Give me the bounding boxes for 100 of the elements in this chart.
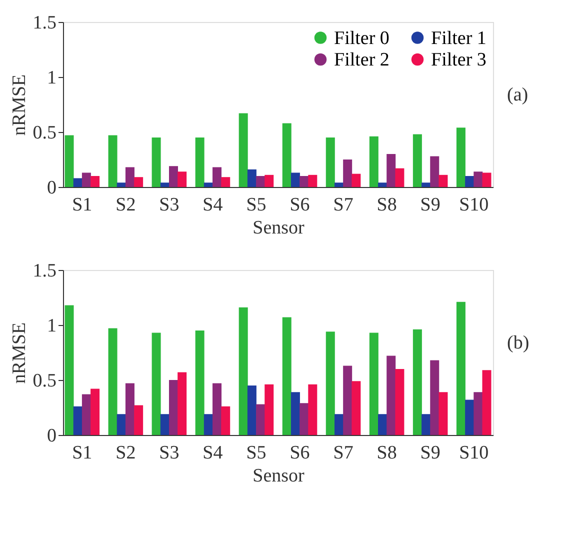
bar [438,174,448,187]
bar [352,174,361,187]
bar [152,332,161,435]
bar [256,176,266,187]
bar [430,156,440,187]
bar [125,167,134,187]
x-tick-label: S4 [202,194,224,216]
bar [326,332,335,435]
bar [456,128,466,187]
x-tick-label: S4 [202,442,224,464]
bar [108,328,118,435]
bar [195,138,204,187]
x-axis-title: Sensor [252,466,306,486]
bar [195,330,204,435]
bar [334,182,344,187]
text: (a) [507,84,528,106]
bar [412,329,422,435]
bar [134,405,144,435]
bar [212,383,222,435]
bar [412,134,422,187]
bar [482,370,492,435]
bar [378,182,388,187]
x-tick-label: S8 [376,442,397,464]
bar [326,138,335,187]
bar [168,380,178,435]
bar [204,182,213,187]
bar [343,366,352,435]
x-tick-label: S6 [290,194,310,216]
bar [212,167,222,187]
x-tick-label: S3 [159,442,180,464]
y-tick-label: 0 [47,178,56,198]
bar [90,176,100,187]
bar [422,182,431,187]
bar [238,113,248,187]
bar [456,302,466,435]
bar [238,307,248,435]
y-axis-title: nRMSE [8,74,30,136]
bar [386,356,396,435]
bar [264,174,274,187]
bar [465,176,474,187]
x-tick-label: S9 [420,194,440,216]
bar [221,177,230,187]
bar [221,406,230,435]
bar [343,160,352,187]
x-tick-label: S5 [246,442,266,464]
text: (b) [507,332,530,354]
bar [308,384,318,435]
bar [64,135,74,187]
bar [474,392,483,435]
y-tick-label: 1 [47,316,56,336]
x-axis-title: Sensor [252,218,306,238]
bar [178,172,187,187]
bar [290,172,300,187]
bar [204,414,213,435]
x-tick-label: S9 [420,442,440,464]
bar [247,169,256,187]
bar [134,177,144,187]
bar [465,400,474,435]
x-tick-label: S10 [459,442,489,464]
bar [308,174,318,187]
bar [108,135,118,187]
bar [474,172,483,187]
y-tick-label: 0 [47,426,56,446]
bar [300,176,309,187]
x-tick-label: S10 [459,194,489,216]
y-tick-label: 1 [47,68,56,88]
bar [369,332,378,435]
legend-label: Filter 3 [431,50,486,70]
x-tick-label: S2 [116,194,136,216]
bar [116,182,126,187]
bar [256,404,266,435]
x-tick-label: S1 [72,442,92,464]
legend-label: Filter 0 [334,28,390,49]
legend-label: Filter 2 [334,50,390,70]
bar [90,388,100,435]
bar [430,360,440,435]
bar [352,381,361,435]
bar [386,154,396,187]
x-tick-label: S8 [376,194,397,216]
x-tick-label: S5 [246,194,266,216]
bar [168,166,178,187]
y-tick-label: 0.5 [32,370,56,392]
y-tick-label: 1.5 [32,260,56,282]
bar [152,138,161,187]
bar [82,172,91,187]
x-tick-label: S2 [116,442,136,464]
bar [422,414,431,435]
bar [282,317,292,435]
bar [73,406,82,435]
bar [160,182,170,187]
x-tick-label: S1 [72,194,92,216]
bar [482,172,492,187]
y-tick-label: 1.5 [32,12,56,34]
x-tick-label: S3 [159,194,180,216]
bar [116,414,126,435]
bar [73,178,82,187]
x-tick-label: S7 [333,442,354,464]
bar [178,372,187,435]
bar [378,414,388,435]
bar [395,369,404,435]
